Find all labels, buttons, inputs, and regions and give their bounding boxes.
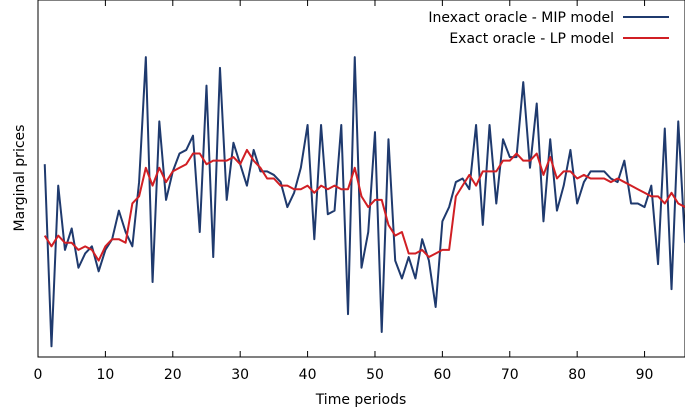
- x-tick-label: 70: [501, 367, 519, 383]
- series-line-lp: [43, 148, 685, 262]
- x-tick-label: 50: [366, 367, 384, 383]
- x-axis-ticks: 0 10 20 30 40 50 60 70 80 90: [34, 0, 654, 383]
- series-layer: [43, 56, 685, 348]
- legend-label-lp: Exact oracle - LP model: [449, 31, 614, 47]
- x-tick-label: 60: [433, 367, 451, 383]
- x-tick-label: 20: [164, 367, 182, 383]
- series-line-mip: [43, 56, 685, 348]
- legend-label-mip: Inexact oracle - MIP model: [428, 10, 614, 26]
- x-tick-label: 0: [34, 367, 43, 383]
- legend: Inexact oracle - MIP model Exact oracle …: [428, 10, 669, 47]
- y-axis-label: Marginal prices: [12, 125, 28, 232]
- x-axis-label: Time periods: [315, 392, 407, 408]
- x-tick-label: 30: [231, 367, 249, 383]
- x-tick-label: 80: [568, 367, 586, 383]
- x-tick-label: 40: [299, 367, 317, 383]
- plot-frame: [37, 0, 685, 358]
- x-tick-label: 10: [96, 367, 114, 383]
- x-tick-label: 90: [636, 367, 654, 383]
